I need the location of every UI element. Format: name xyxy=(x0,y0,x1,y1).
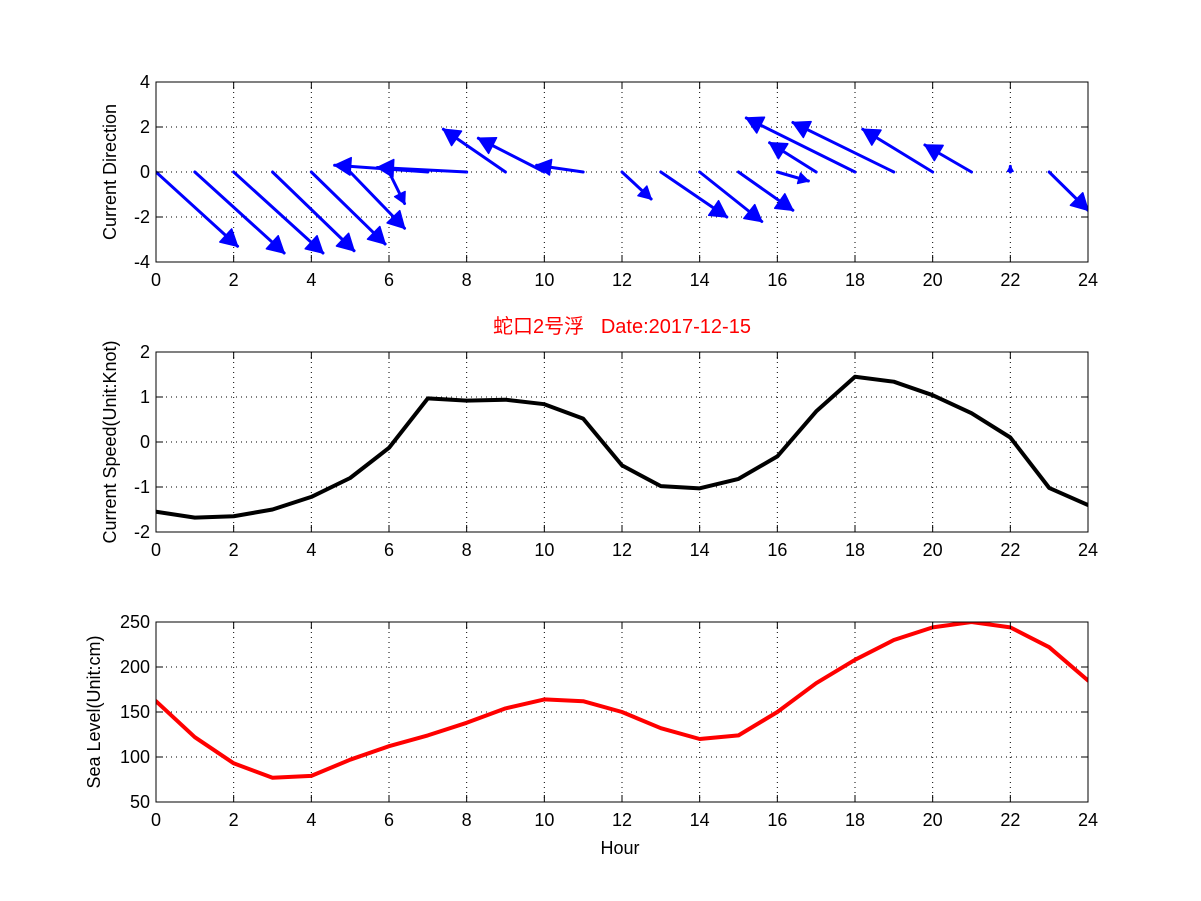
current-speed-xtick-label: 12 xyxy=(612,540,632,560)
sea-level-ylabel: Sea Level(Unit:cm) xyxy=(84,635,104,788)
current-speed-xtick-label: 10 xyxy=(534,540,554,560)
current-direction-xtick-label: 16 xyxy=(767,270,787,290)
sea-level-ytick-label: 150 xyxy=(120,702,150,722)
current-speed-ytick-label: 1 xyxy=(140,387,150,407)
current-direction-arrow xyxy=(232,170,325,255)
current-direction-xtick-label: 24 xyxy=(1078,270,1098,290)
current-direction-ytick-label: -2 xyxy=(134,207,150,227)
current-direction-arrow xyxy=(387,170,407,205)
current-direction-arrow xyxy=(861,127,935,174)
sea-level-xtick-label: 14 xyxy=(690,810,710,830)
current-direction-arrow xyxy=(156,170,240,248)
current-direction-arrow xyxy=(775,170,810,185)
current-direction-arrow xyxy=(193,170,286,255)
current-direction-xtick-label: 4 xyxy=(306,270,316,290)
current-direction-arrow xyxy=(744,116,857,174)
current-direction-ytick-label: 4 xyxy=(140,72,150,92)
figure-title: 蛇口2号浮 Date:2017-12-15 xyxy=(493,315,751,338)
current-speed-xtick-label: 20 xyxy=(923,540,943,560)
current-direction-arrow xyxy=(791,120,896,174)
current-direction-xtick-label: 14 xyxy=(690,270,710,290)
current-speed-xtick-label: 16 xyxy=(767,540,787,560)
current-direction-arrow xyxy=(698,170,764,223)
current-speed-line xyxy=(156,374,1088,520)
current-speed-grid xyxy=(156,352,1088,532)
current-direction-xtick-label: 10 xyxy=(534,270,554,290)
current-direction-ytick-label: -4 xyxy=(134,252,150,272)
current-speed-xtick-label: 18 xyxy=(845,540,865,560)
current-direction-arrow xyxy=(768,141,818,174)
current-speed-ytick-label: -2 xyxy=(134,522,150,542)
current-speed-ytick-label: 2 xyxy=(140,342,150,362)
current-direction-xtick-label: 18 xyxy=(845,270,865,290)
sea-level-ytick-label: 250 xyxy=(120,612,150,632)
current-speed-xtick-label: 8 xyxy=(462,540,472,560)
current-direction-xtick-label: 2 xyxy=(229,270,239,290)
current-direction-ylabel: Current Direction xyxy=(100,104,120,240)
sea-level-xtick-label: 2 xyxy=(229,810,239,830)
sea-level-xlabel: Hour xyxy=(600,838,639,858)
current-direction-arrow xyxy=(1006,164,1014,174)
sea-level-xtick-label: 24 xyxy=(1078,810,1098,830)
current-direction-xtick-label: 22 xyxy=(1000,270,1020,290)
sea-level-xtick-label: 0 xyxy=(151,810,161,830)
current-direction-arrow xyxy=(737,170,795,212)
current-direction-arrow xyxy=(271,170,356,253)
current-direction-arrow xyxy=(535,158,585,176)
current-direction-arrow xyxy=(375,158,469,178)
current-direction-ytick-label: 0 xyxy=(140,162,150,182)
current-direction-arrow xyxy=(1047,170,1088,212)
current-speed-xtick-label: 2 xyxy=(229,540,239,560)
current-direction-arrow xyxy=(923,143,973,174)
sea-level-xtick-label: 4 xyxy=(306,810,316,830)
current-speed-ytick-label: 0 xyxy=(140,432,150,452)
current-speed-xtick-label: 24 xyxy=(1078,540,1098,560)
sea-level-xtick-label: 16 xyxy=(767,810,787,830)
current-speed-xtick-label: 22 xyxy=(1000,540,1020,560)
sea-level-xtick-label: 8 xyxy=(462,810,472,830)
current-speed-ylabel: Current Speed(Unit:Knot) xyxy=(100,340,120,543)
current-direction-xtick-label: 12 xyxy=(612,270,632,290)
sea-level-ytick-label: 200 xyxy=(120,657,150,677)
current-direction-arrow xyxy=(309,170,387,246)
current-direction-arrow xyxy=(348,170,407,230)
current-direction-xtick-label: 0 xyxy=(151,270,161,290)
current-direction-ytick-label: 2 xyxy=(140,117,150,137)
sea-level-ytick-label: 100 xyxy=(120,747,150,767)
current-speed-xtick-label: 14 xyxy=(690,540,710,560)
current-speed-xtick-label: 4 xyxy=(306,540,316,560)
current-speed-series xyxy=(156,374,1088,520)
current-direction-xtick-label: 6 xyxy=(384,270,394,290)
sea-level-xtick-label: 18 xyxy=(845,810,865,830)
sea-level-xtick-label: 6 xyxy=(384,810,394,830)
current-direction-arrow xyxy=(476,136,546,174)
current-direction-xtick-label: 20 xyxy=(923,270,943,290)
sea-level-xtick-label: 22 xyxy=(1000,810,1020,830)
current-direction-arrow xyxy=(441,127,507,174)
sea-level-xtick-label: 10 xyxy=(534,810,554,830)
current-direction-xtick-label: 8 xyxy=(462,270,472,290)
current-direction-arrows xyxy=(156,116,1088,255)
current-direction-arrow xyxy=(620,170,653,201)
current-speed-ytick-label: -1 xyxy=(134,477,150,497)
current-speed-xtick-label: 6 xyxy=(384,540,394,560)
sea-level-xtick-label: 12 xyxy=(612,810,632,830)
current-direction-arrow xyxy=(659,170,729,219)
sea-level-xtick-label: 20 xyxy=(923,810,943,830)
current-speed-xtick-label: 0 xyxy=(151,540,161,560)
sea-level-ytick-label: 50 xyxy=(130,792,150,812)
